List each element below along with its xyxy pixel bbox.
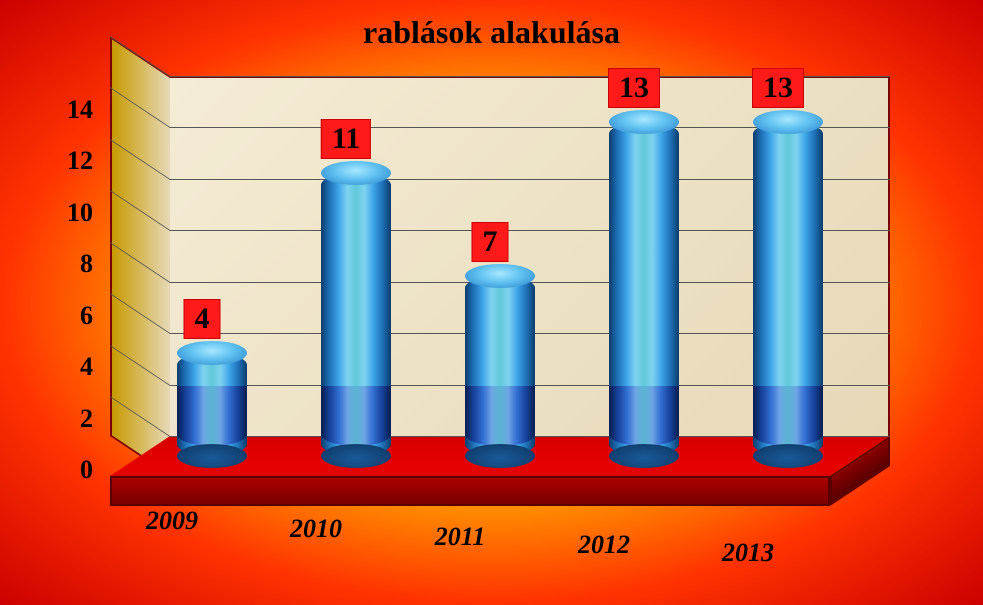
y-tick-label: 6: [33, 301, 93, 331]
bar: [753, 122, 823, 468]
y-tick-label: 2: [33, 404, 93, 434]
x-axis-label: 2013: [722, 538, 774, 568]
x-axis-label: 2009: [146, 506, 198, 536]
bar: [465, 276, 535, 468]
y-tick-label: 14: [33, 95, 93, 125]
data-label: 4: [184, 299, 221, 339]
y-tick-label: 8: [33, 249, 93, 279]
x-axis-label: 2011: [435, 522, 486, 552]
data-label: 13: [608, 68, 660, 108]
y-tick-label: 10: [33, 198, 93, 228]
y-tick-label: 4: [33, 352, 93, 382]
x-axis-label: 2012: [578, 530, 630, 560]
bar: [321, 173, 391, 468]
plot-area: [110, 76, 890, 476]
y-tick-label: 0: [33, 455, 93, 485]
bar: [177, 353, 247, 468]
y-tick-label: 12: [33, 146, 93, 176]
bar: [609, 122, 679, 468]
data-label: 13: [752, 68, 804, 108]
x-axis-label: 2010: [290, 514, 342, 544]
data-label: 11: [321, 119, 371, 159]
data-label: 7: [472, 222, 509, 262]
side-wall: [110, 36, 170, 476]
chart-title: rablások alakulása: [10, 14, 973, 51]
